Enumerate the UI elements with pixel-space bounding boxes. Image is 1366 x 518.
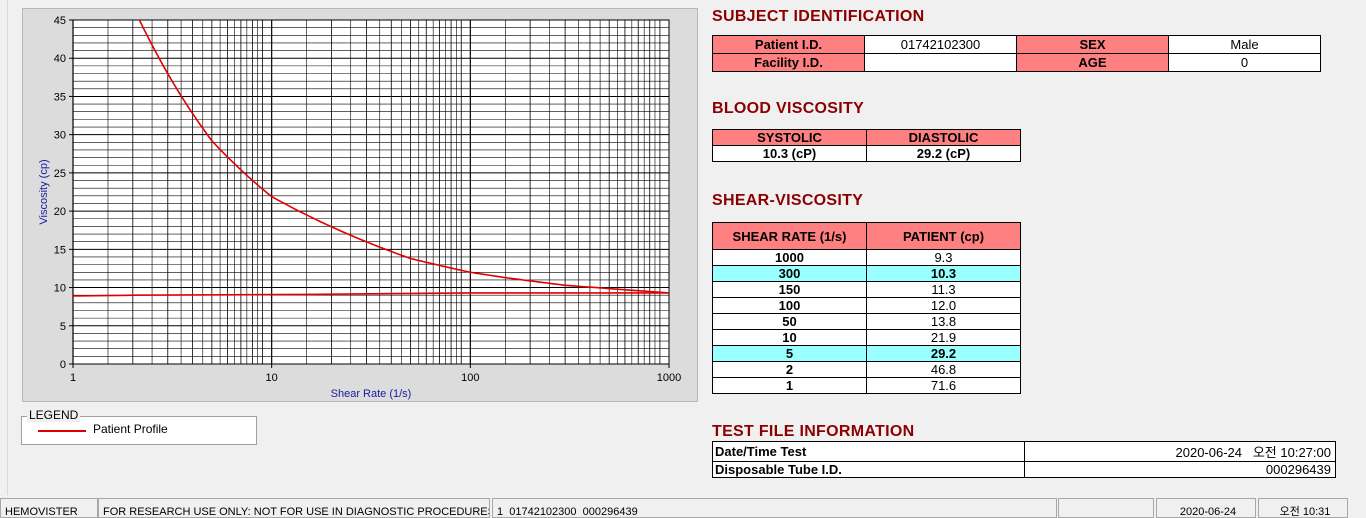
patient-id-label: Patient I.D. [712,35,865,54]
shear-rate-cell: 1 [712,377,867,394]
subject-table: Patient I.D. 01742102300 SEX Male Facili… [712,35,1321,72]
plot-area [72,19,670,365]
series-line-patient-profile [138,20,669,294]
table-row: 300 10.3 [712,265,1021,282]
subject-identification-title: SUBJECT IDENTIFICATION [712,8,925,25]
age-label: AGE [1016,53,1169,72]
status-app-name: HEMOVISTER [0,498,98,518]
y-tick-label: 40 [54,53,66,65]
y-tick-label: 20 [54,206,66,218]
patient-cp-cell: 11.3 [866,281,1021,298]
x-tick-label: 10 [266,372,278,384]
series-line-baseline [73,292,669,297]
status-bar [0,497,1366,518]
legend-label: Patient Profile [93,422,168,436]
patient-cp-cell: 21.9 [866,329,1021,346]
shear-rate-cell: 2 [712,361,867,378]
status-time: 오전 10:31 [1258,498,1348,518]
systolic-value: 10.3 (cP) [712,145,867,162]
y-tick-label: 5 [60,321,66,333]
shear-viscosity-title: SHEAR-VISCOSITY [712,192,864,209]
table-row: 5 29.2 [712,345,1021,362]
shear-rate-cell: 5 [712,345,867,362]
status-empty-pane [1058,498,1154,518]
tube-id-value: 000296439 [1024,461,1336,478]
diastolic-value: 29.2 (cP) [866,145,1021,162]
patient-cp-cell: 9.3 [866,249,1021,266]
left-edge-divider [0,0,8,495]
status-notice: FOR RESEARCH USE ONLY: NOT FOR USE IN DI… [98,498,490,518]
legend-title: LEGEND [27,408,81,422]
patient-cp-cell: 71.6 [866,377,1021,394]
y-tick-label: 35 [54,91,66,103]
status-record: 1 01742102300 000296439 [492,498,1057,518]
test-file-table: Date/Time Test 2020-06-24 오전 10:27:00 Di… [712,441,1336,478]
test-file-information-title: TEST FILE INFORMATION [712,423,915,440]
facility-id-value [864,53,1017,72]
patient-cp-cell: 10.3 [866,265,1021,282]
patient-cp-cell: 12.0 [866,297,1021,314]
table-row: 150 11.3 [712,281,1021,298]
table-row: 2 46.8 [712,361,1021,378]
table-row: 100 12.0 [712,297,1021,314]
shear-rate-cell: 50 [712,313,867,330]
status-date: 2020-06-24 [1156,498,1256,518]
facility-id-label: Facility I.D. [712,53,865,72]
shear-rate-header: SHEAR RATE (1/s) [712,222,867,250]
shear-rate-cell: 150 [712,281,867,298]
viscosity-chart-panel: 0 5 10 15 20 25 30 35 40 45 1 10 100 1000 Shear Rate (… [22,8,698,402]
shear-rate-cell: 1000 [712,249,867,266]
patient-id-value: 01742102300 [864,35,1017,54]
shear-rate-cell: 100 [712,297,867,314]
patient-cp-cell: 46.8 [866,361,1021,378]
legend-line-swatch [38,430,86,432]
date-time-value: 2020-06-24 오전 10:27:00 [1024,441,1336,462]
systolic-label: SYSTOLIC [712,129,867,146]
x-tick-label: 1000 [657,372,681,384]
blood-viscosity-title: BLOOD VISCOSITY [712,100,865,117]
x-axis-label: Shear Rate (1/s) [331,388,412,400]
tube-id-label: Disposable Tube I.D. [712,461,1025,478]
table-row: 1 71.6 [712,377,1021,394]
y-tick-label: 45 [54,15,66,27]
x-tick-label: 100 [461,372,479,384]
shear-viscosity-table: SHEAR RATE (1/s) PATIENT (cp) 1000 9.3 300… [712,222,1021,394]
x-tick-label: 1 [70,372,76,384]
table-row: 1000 9.3 [712,249,1021,266]
patient-cp-header: PATIENT (cp) [866,222,1021,250]
shear-rate-cell: 10 [712,329,867,346]
y-tick-label: 0 [60,359,66,371]
sex-label: SEX [1016,35,1169,54]
viscosity-chart: 0 5 10 15 20 25 30 35 40 45 1 10 100 1000 Shear Rate (… [38,15,681,400]
diastolic-label: DIASTOLIC [866,129,1021,146]
sex-value: Male [1168,35,1321,54]
patient-cp-cell: 13.8 [866,313,1021,330]
age-value: 0 [1168,53,1321,72]
y-tick-label: 25 [54,168,66,180]
y-tick-label: 15 [54,244,66,256]
y-tick-label: 30 [54,130,66,142]
date-time-label: Date/Time Test [712,441,1025,462]
blood-viscosity-table: SYSTOLIC DIASTOLIC 10.3 (cP) 29.2 (cP) [712,129,1021,162]
y-tick-label: 10 [54,283,66,295]
table-row: 50 13.8 [712,313,1021,330]
shear-rate-cell: 300 [712,265,867,282]
patient-cp-cell: 29.2 [866,345,1021,362]
table-row: 10 21.9 [712,329,1021,346]
y-axis-label: Viscosity (cp) [38,159,50,224]
